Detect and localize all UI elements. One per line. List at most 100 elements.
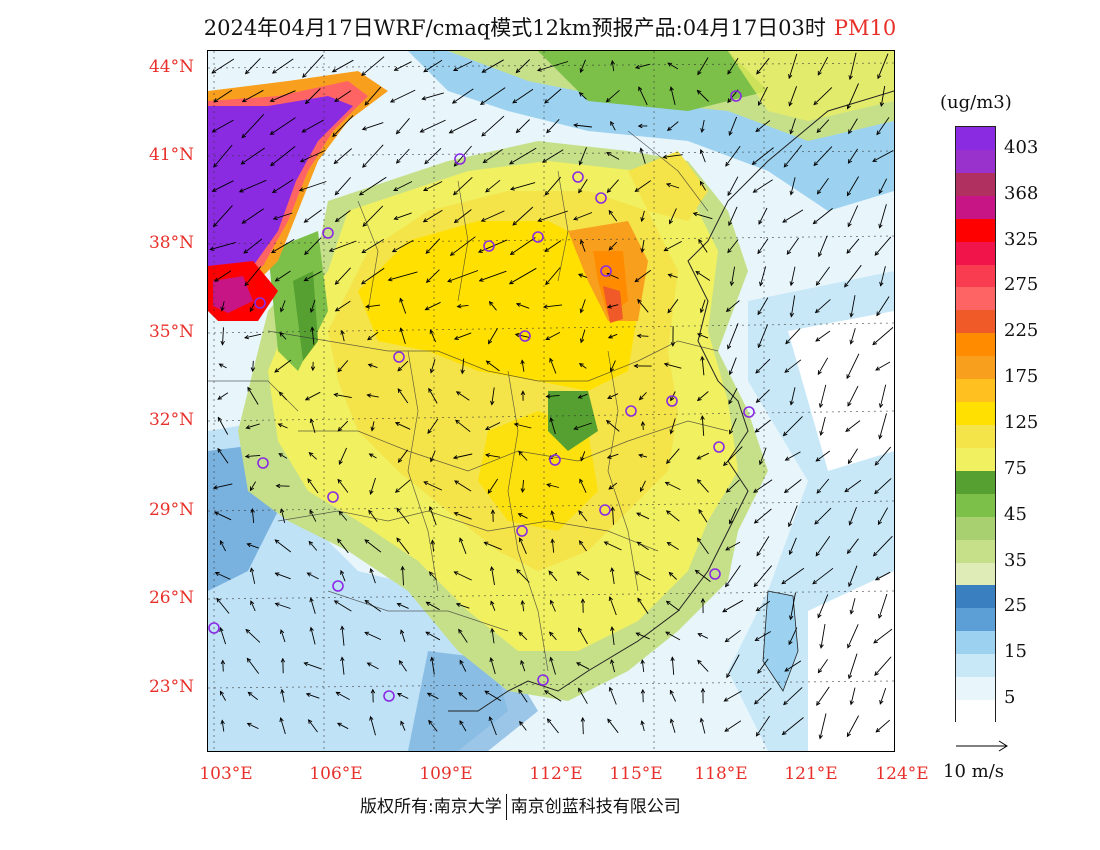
wind-arrow [754, 687, 772, 705]
wind-arrow [272, 58, 294, 74]
wind-arrow-head [542, 304, 548, 309]
wind-arrow [790, 592, 796, 620]
legend-unit: (ug/m3) [940, 92, 1012, 113]
wind-arrow [429, 506, 437, 526]
wind-arrow [219, 627, 227, 645]
wind-arrow [693, 212, 713, 220]
wind-arrow-head [485, 426, 490, 431]
wind-arrow-head [211, 69, 217, 74]
wind-arrow [300, 149, 326, 163]
color-bar-segment [956, 195, 995, 220]
wind-arrow-head [485, 360, 491, 365]
wind-arrow-head [334, 97, 340, 102]
wind-arrow [847, 385, 859, 407]
wind-arrow-head [783, 488, 789, 494]
wind-arrow [370, 568, 376, 584]
color-bar-label: 75 [1004, 457, 1027, 479]
wind-arrow [667, 299, 679, 313]
wind-arrow [608, 210, 618, 222]
wind-arrow-head [848, 75, 853, 81]
wind-arrow [817, 56, 829, 76]
wind-arrow-head [666, 126, 672, 132]
wind-arrow [544, 88, 562, 104]
wind-arrow-head [307, 719, 313, 724]
wind-arrow-head [786, 250, 792, 255]
wind-arrow-head [812, 219, 818, 225]
wind-arrow [756, 57, 770, 75]
lat-label-44n: 44°N [148, 57, 194, 77]
wind-arrow [245, 454, 261, 458]
wind-arrow-head [301, 128, 307, 133]
wind-arrow-head [640, 720, 645, 726]
color-bar-segment [956, 402, 995, 426]
wind-arrow [423, 181, 443, 191]
wind-arrow-head [520, 488, 525, 493]
wind-arrow-head [305, 692, 311, 698]
wind-arrow-head [846, 374, 851, 380]
wind-arrow-head [428, 505, 434, 511]
wind-arrow-head [727, 248, 732, 254]
wind-arrow-head [279, 717, 284, 723]
wind-arrow-head [369, 715, 374, 721]
wind-arrow [510, 182, 536, 190]
wind-arrow-head [455, 419, 460, 425]
wind-arrow [423, 481, 443, 491]
wind-arrow-head [480, 217, 486, 222]
wind-arrow [548, 570, 558, 582]
wind-arrow [341, 626, 345, 646]
wind-arrow-head [280, 688, 285, 694]
wind-arrow [784, 660, 802, 672]
wind-arrow [669, 208, 677, 224]
wind-arrow-head [639, 487, 644, 493]
wind-arrow-head [396, 507, 401, 513]
wind-arrow [815, 299, 831, 313]
wind-arrow-head [337, 367, 343, 373]
wind-arrow [610, 121, 616, 131]
wind-arrow [335, 267, 351, 285]
wind-arrow [424, 147, 442, 165]
wind-arrow [244, 333, 262, 339]
wind-arrow-head [610, 59, 615, 65]
wind-arrow [213, 89, 233, 103]
wind-arrow-head [879, 102, 885, 107]
wind-arrow-head [667, 62, 673, 67]
wind-arrow-head [669, 429, 674, 435]
wind-arrow-head [308, 540, 314, 546]
wind-arrow-head [789, 312, 795, 318]
wind-arrow-head [756, 551, 761, 557]
wind-arrow [304, 271, 322, 281]
wind-arrow-head [817, 668, 823, 674]
wind-arrow [242, 89, 264, 103]
wind-arrow [725, 541, 741, 551]
wind-arrow-head [459, 537, 464, 543]
wind-arrow [336, 692, 350, 700]
wind-arrow-head [700, 355, 705, 361]
wind-arrow [509, 267, 537, 285]
wind-arrow-head [546, 128, 551, 134]
wind-arrow [246, 423, 260, 429]
wind-arrow-head [879, 699, 884, 705]
wind-arrow-head [396, 692, 402, 697]
wind-arrow-head [219, 539, 224, 545]
wind-arrow [521, 360, 525, 372]
wind-arrow [397, 360, 409, 372]
wind-arrow-head [364, 631, 370, 636]
wind-arrow [545, 332, 561, 340]
color-bar-label: 368 [1004, 182, 1039, 204]
wind-arrow [783, 144, 803, 168]
wind-arrow [490, 657, 496, 675]
wind-arrow-head [872, 157, 878, 162]
wind-arrow [309, 510, 317, 522]
wind-arrow-head [546, 483, 552, 488]
wind-arrow [279, 332, 287, 340]
wind-arrow [275, 572, 291, 580]
wind-arrow-head [874, 576, 880, 581]
wind-arrow [542, 149, 564, 163]
wind-arrow [876, 296, 890, 316]
wind-arrow [816, 686, 830, 706]
wind-arrow [701, 356, 705, 376]
wind-arrow [874, 656, 892, 676]
wind-arrow [248, 692, 258, 700]
wind-arrow [700, 718, 706, 734]
lat-label-35n: 35°N [148, 322, 194, 342]
